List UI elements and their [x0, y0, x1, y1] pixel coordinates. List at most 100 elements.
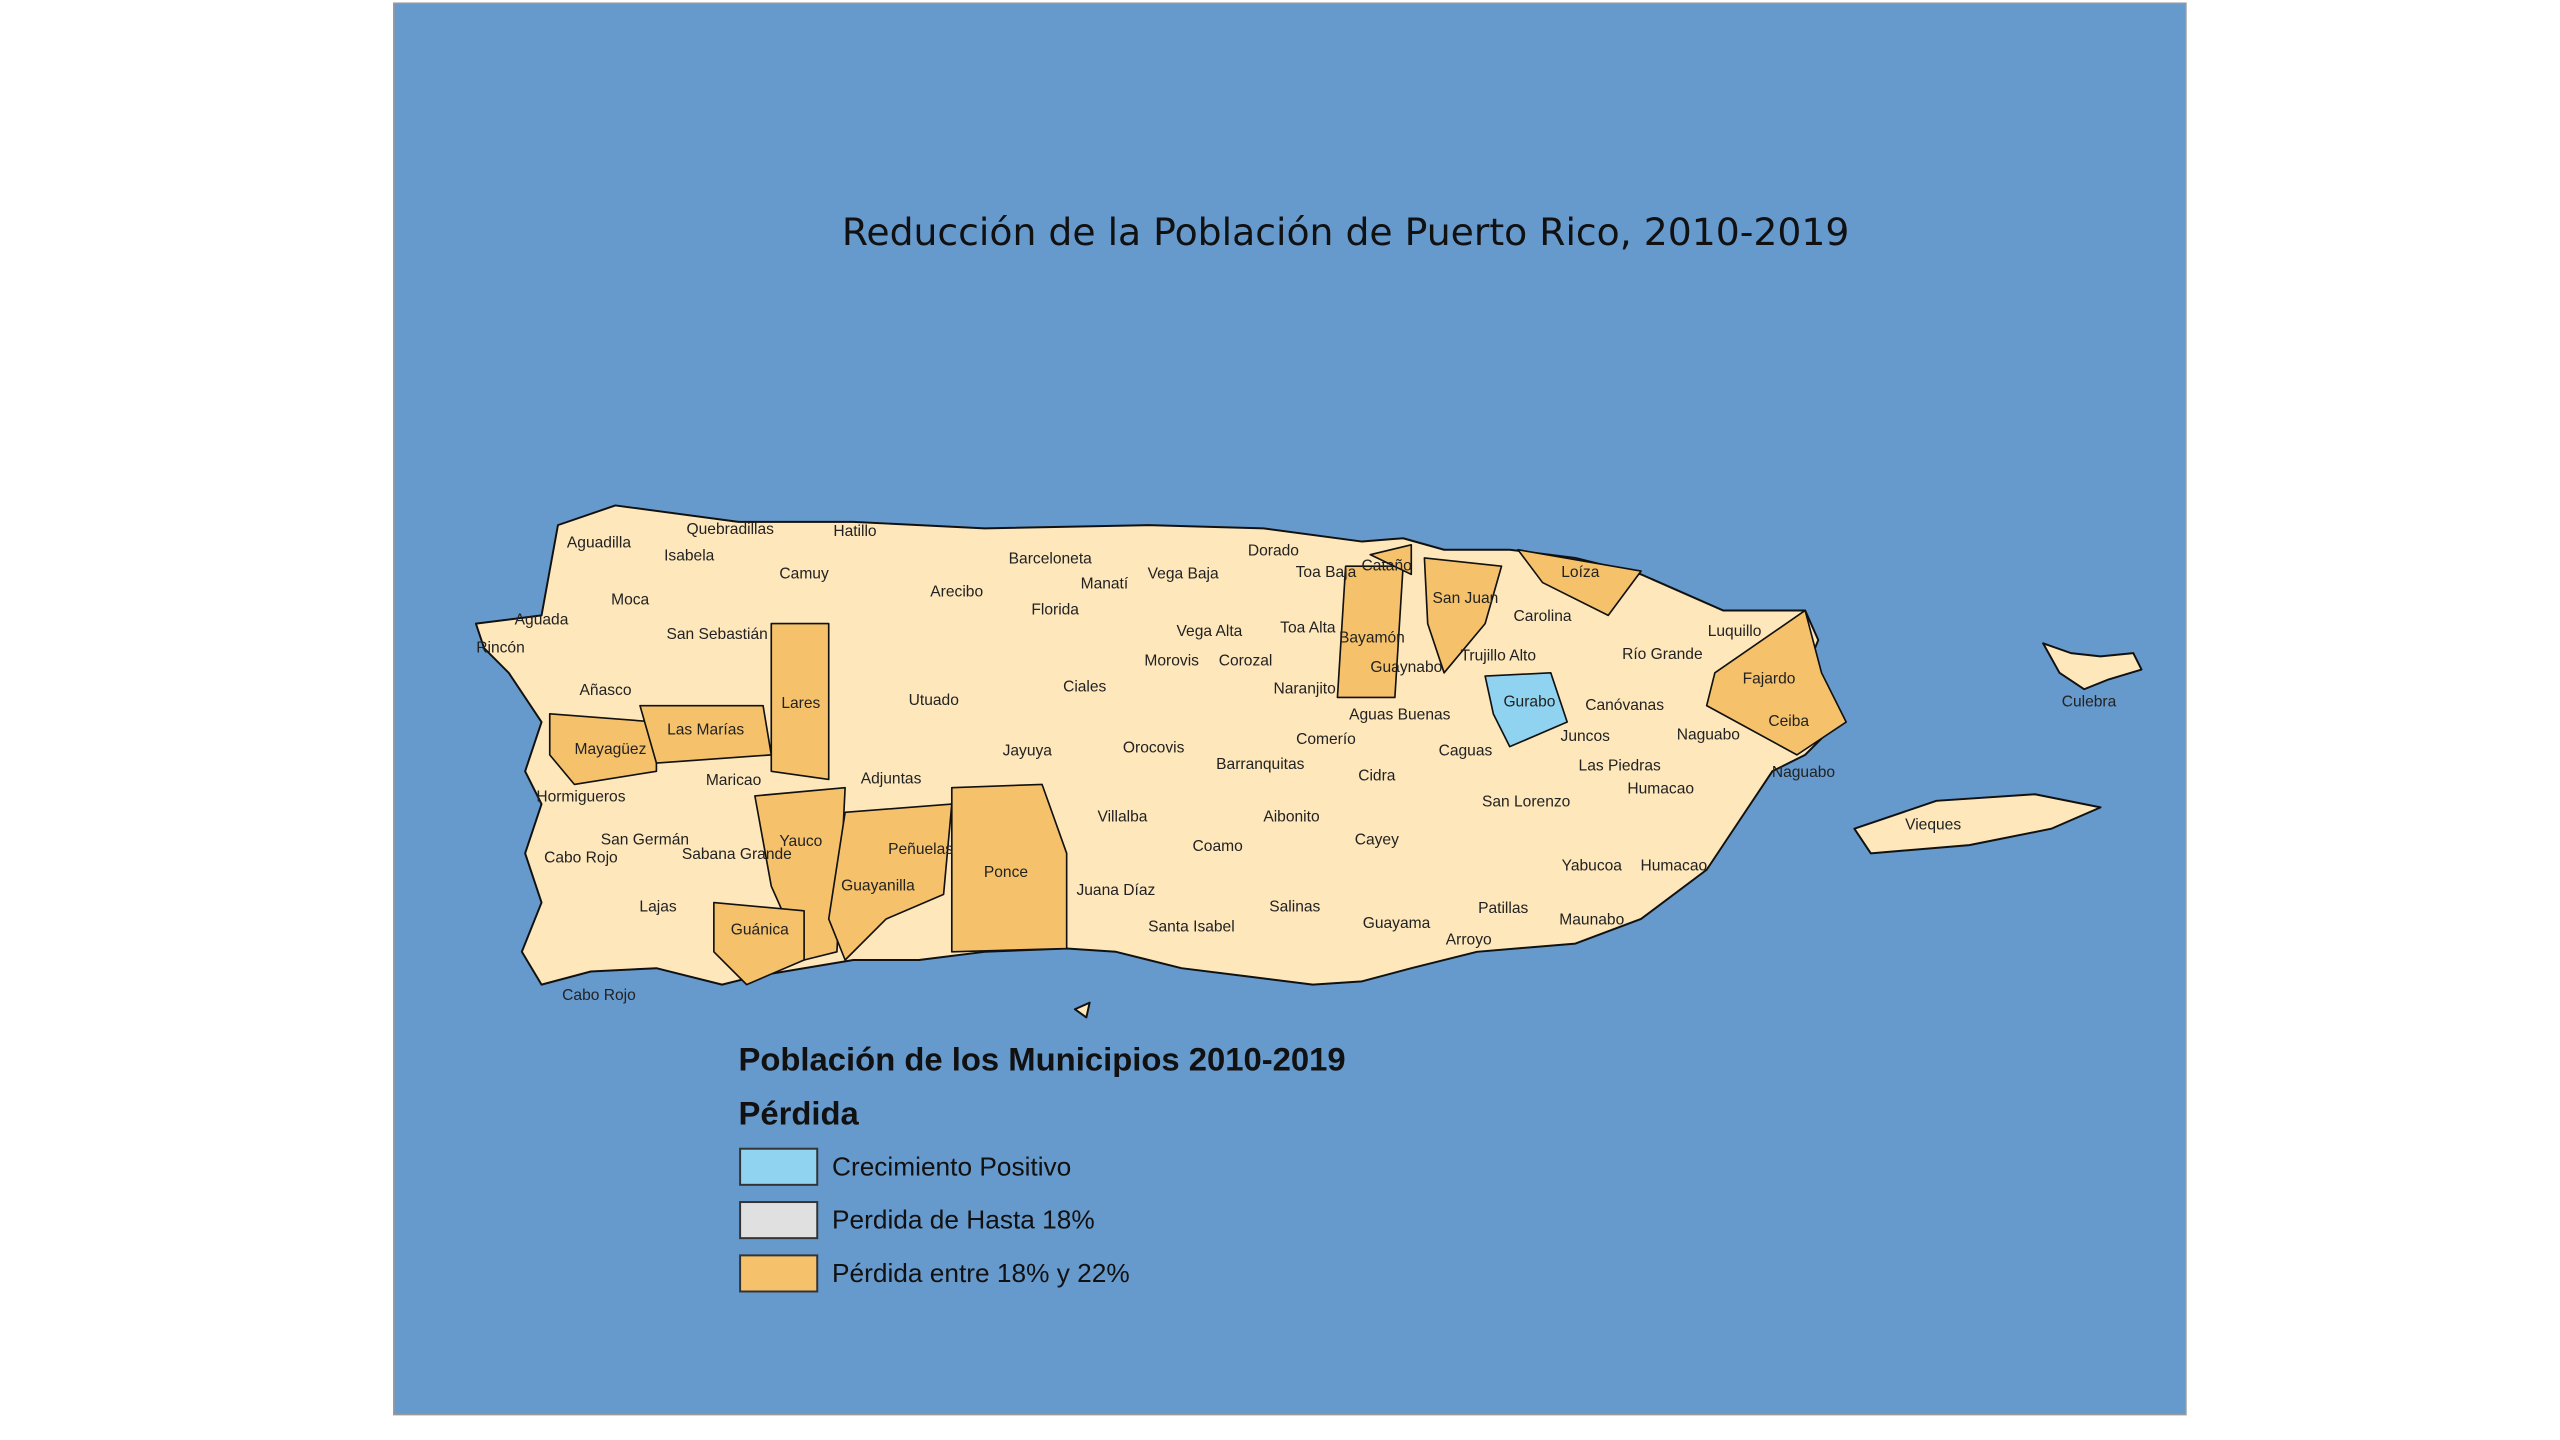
municipality-label: Sabana Grande — [682, 846, 792, 863]
municipality-label: Añasco — [580, 682, 632, 699]
municipality-label: Aibonito — [1263, 808, 1320, 825]
labels: Aguadilla Quebradillas Hatillo Isabela Camuy… — [476, 521, 2116, 1004]
municipality-label: Florida — [1031, 602, 1079, 619]
municipality-label: Corozal — [1219, 652, 1273, 669]
municipality-label: Manatí — [1081, 575, 1129, 592]
municipality-label: Villalba — [1097, 808, 1147, 825]
municipality-label: Loíza — [1561, 564, 1599, 581]
municipality-label: Salinas — [1269, 899, 1320, 916]
municipality-label: Peñuelas — [888, 841, 953, 858]
municipality-label: Ponce — [984, 864, 1028, 881]
municipality-label: Yauco — [779, 833, 822, 850]
municipality-label: Hormigueros — [536, 789, 625, 806]
municipality-label: Ciales — [1063, 679, 1106, 696]
municipality-label: Maunabo — [1559, 912, 1624, 929]
municipality-label: Quebradillas — [687, 521, 775, 538]
municipality-label: Isabela — [664, 547, 715, 564]
municipality-label: Caguas — [1439, 743, 1493, 760]
municipality-label: Guayama — [1363, 915, 1431, 932]
municipality-area — [1517, 548, 1642, 617]
municipality-label: Aguada — [515, 611, 569, 628]
municipality-label: Hatillo — [833, 523, 877, 540]
municipality-area — [1369, 544, 1413, 576]
municipality-label: Coamo — [1193, 838, 1244, 855]
municipality-label: Humacao — [1627, 780, 1694, 797]
municipality-area — [1336, 565, 1404, 699]
municipality-label: Utuado — [909, 692, 960, 709]
municipality-label: Rincón — [476, 639, 525, 656]
municipality-label: Cabo Rojo — [544, 849, 618, 866]
municipality-label: Luquillo — [1708, 623, 1762, 640]
municipality-label: Camuy — [779, 565, 829, 582]
municipality-label: Cabo Rojo — [562, 987, 636, 1004]
municipality-label: Ceiba — [1768, 713, 1809, 730]
legend-swatch — [739, 1254, 819, 1293]
municipality-label: Orocovis — [1123, 739, 1185, 756]
legend-swatch — [739, 1147, 819, 1186]
municipality-label: Cataño — [1362, 557, 1413, 574]
municipality-label: Aguas Buenas — [1349, 707, 1451, 724]
municipality-label: Guánica — [731, 922, 789, 939]
municipality-label: Vega Alta — [1177, 623, 1243, 640]
municipality-area — [713, 901, 805, 986]
municipality-area — [1705, 609, 1847, 756]
municipality-area — [1423, 557, 1503, 674]
municipality-label: Yabucoa — [1562, 858, 1623, 875]
legend-label: Crecimiento Positivo — [832, 1151, 1071, 1181]
island-culebra — [2042, 642, 2143, 691]
municipality-label: San Juan — [1433, 590, 1499, 607]
municipality-label: Toa Baja — [1296, 564, 1357, 581]
municipality-label: Cidra — [1358, 767, 1396, 784]
municipality-label: Toa Alta — [1280, 620, 1336, 637]
municipality-label: Canóvanas — [1585, 697, 1664, 714]
municipality-label: Lajas — [639, 899, 676, 916]
legend-label: Perdida de Hasta 18% — [832, 1205, 1095, 1235]
municipality-label: Bayamón — [1339, 629, 1405, 646]
municipality-label: Maricao — [706, 772, 762, 789]
municipality-label: Las Marías — [667, 721, 744, 738]
municipality-label: Santa Isabel — [1148, 918, 1235, 935]
municipality-label: Patillas — [1478, 900, 1528, 917]
municipality-label: San Germán — [601, 831, 689, 848]
municipality-label: Guaynabo — [1370, 659, 1442, 676]
municipality-label: San Lorenzo — [1482, 794, 1571, 811]
municipality-label: Las Piedras — [1579, 757, 1661, 774]
municipality-label: Culebra — [2062, 693, 2117, 710]
municipality-label: Adjuntas — [861, 771, 922, 788]
regions — [548, 544, 1847, 986]
municipality-area — [770, 622, 830, 781]
municipality-label: Comerío — [1296, 731, 1356, 748]
municipality-label: Mayagüez — [575, 741, 647, 758]
legend-title: Población de los Municipios 2010-2019 — [738, 1040, 1345, 1077]
municipality-label: Naguabo — [1772, 764, 1836, 781]
municipality-label: Carolina — [1514, 608, 1572, 625]
municipality-label: Barceloneta — [1009, 551, 1092, 568]
municipality-label: Jayuya — [1003, 743, 1053, 760]
legend-subtitle: Pérdida — [738, 1095, 859, 1132]
municipality-label: Vega Baja — [1148, 565, 1219, 582]
island-vieques — [1853, 793, 2102, 855]
municipality-label: Juncos — [1561, 728, 1611, 745]
municipality-label: Arecibo — [930, 584, 983, 601]
municipality-label: Fajardo — [1743, 670, 1796, 687]
municipality-area — [548, 713, 658, 786]
island-caja — [1073, 1001, 1091, 1019]
municipality-label: Trujillo Alto — [1460, 648, 1536, 665]
legend-swatch — [739, 1201, 819, 1240]
municipality-label: Juana Díaz — [1076, 882, 1155, 899]
municipality-label: Lares — [781, 695, 820, 712]
municipality-label: Morovis — [1144, 652, 1199, 669]
legend: Crecimiento Positivo Perdida de Hasta 18%… — [739, 1147, 1130, 1293]
municipality-label: Barranquitas — [1216, 756, 1305, 773]
municipality-label: Aguadilla — [567, 534, 631, 551]
municipality-area — [950, 783, 1068, 953]
municipality-label: Naranjito — [1273, 680, 1336, 697]
municipality-label: Río Grande — [1622, 646, 1703, 663]
municipality-area — [1484, 672, 1568, 748]
municipality-label: Arroyo — [1446, 931, 1492, 948]
municipality-area — [754, 786, 846, 961]
municipality-label: Dorado — [1248, 542, 1299, 559]
municipality-label: Humacao — [1641, 858, 1708, 875]
